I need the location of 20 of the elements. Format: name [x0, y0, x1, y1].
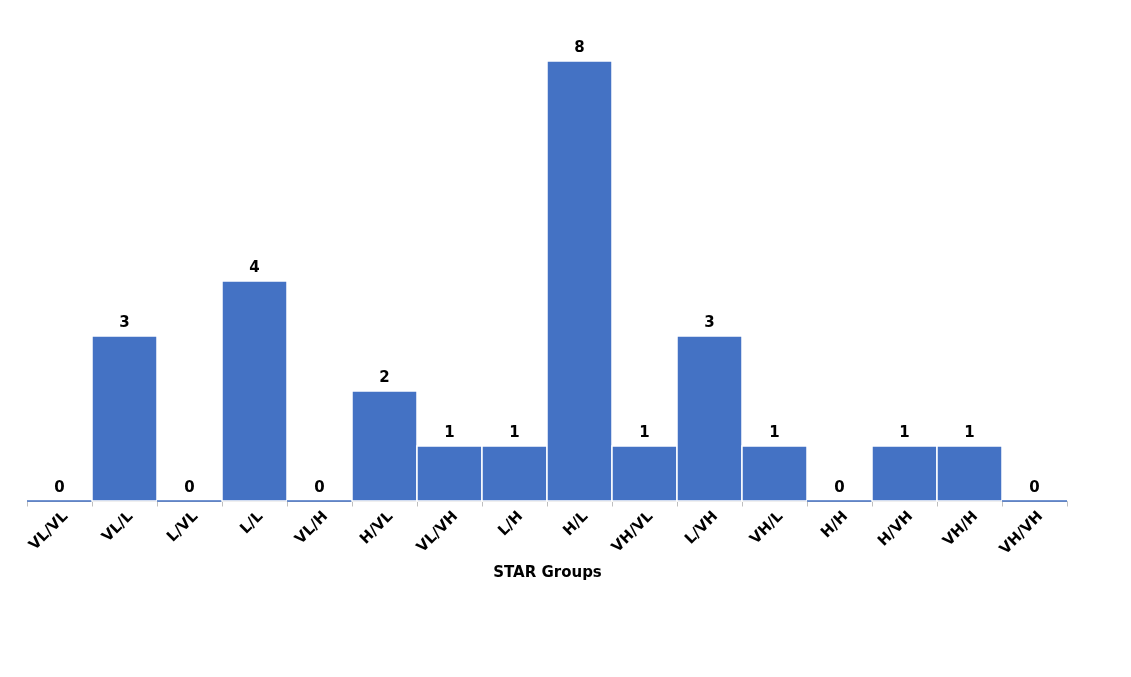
data-label: 1 — [639, 423, 650, 441]
data-label: 4 — [249, 258, 260, 276]
data-label: 0 — [834, 478, 845, 496]
x-tick-label: L/H — [494, 507, 527, 540]
data-label: 0 — [314, 478, 325, 496]
data-label: 0 — [1029, 478, 1040, 496]
x-axis-title: STAR Groups — [493, 563, 602, 582]
data-label: 1 — [509, 423, 520, 441]
data-label: 8 — [574, 38, 585, 56]
x-tick-label: L/L — [236, 506, 267, 538]
data-label: 3 — [119, 313, 130, 331]
data-label: 3 — [704, 313, 715, 331]
data-label: 1 — [444, 423, 455, 441]
data-label: 2 — [379, 368, 390, 386]
data-label: 0 — [54, 478, 65, 496]
data-label: 1 — [899, 423, 910, 441]
data-label: 1 — [769, 423, 780, 441]
x-tick-label: H/L — [559, 506, 592, 540]
data-label: 1 — [964, 423, 975, 441]
data-label: 0 — [184, 478, 195, 496]
